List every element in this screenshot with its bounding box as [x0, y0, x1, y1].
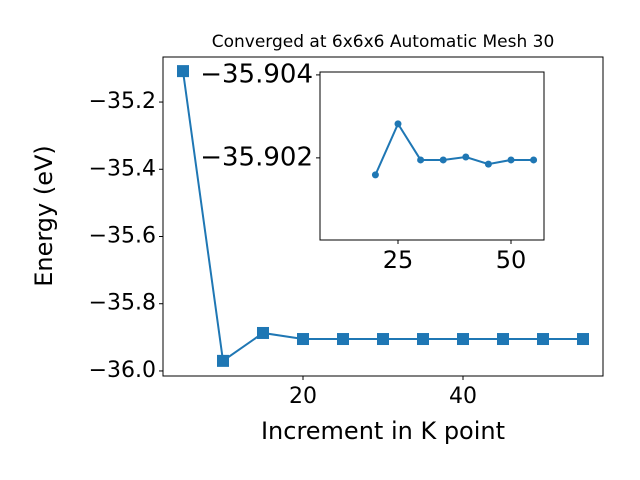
y-tick-label: −35.6	[89, 224, 156, 249]
y-tick-label: −35.4	[89, 156, 156, 181]
y-tick-label: −35.2	[89, 89, 156, 114]
series-group	[371, 120, 538, 179]
marker	[462, 153, 470, 161]
marker	[297, 333, 309, 346]
marker	[257, 326, 269, 339]
marker	[484, 160, 492, 168]
marker	[439, 156, 447, 164]
y-tick-label: −35.8	[89, 291, 156, 316]
x-axis-label: Increment in K point	[261, 417, 505, 445]
marker	[417, 156, 425, 164]
marker	[457, 333, 469, 346]
marker	[337, 333, 349, 346]
series-group	[177, 65, 589, 367]
y-tick-label: −35.904	[200, 59, 313, 89]
marker	[577, 333, 589, 346]
y-axis-label: Energy (eV)	[30, 145, 58, 287]
x-tick-label: 25	[383, 246, 414, 274]
marker	[394, 120, 402, 128]
y-tick-label: −36.0	[89, 358, 156, 383]
y-tick-label: −35.902	[200, 142, 313, 172]
marker	[530, 156, 538, 164]
x-tick-label: 50	[496, 246, 527, 274]
marker	[497, 333, 509, 346]
plot-area	[319, 71, 545, 241]
x-tick-label: 40	[449, 384, 477, 409]
marker	[371, 171, 379, 179]
marker	[217, 354, 229, 367]
marker	[377, 333, 389, 346]
marker	[537, 333, 549, 346]
chart-title: Converged at 6x6x6 Automatic Mesh 30	[212, 32, 555, 52]
line	[374, 121, 534, 176]
marker	[177, 65, 189, 78]
marker	[507, 156, 515, 164]
marker	[417, 333, 429, 346]
x-tick-label: 20	[289, 384, 317, 409]
